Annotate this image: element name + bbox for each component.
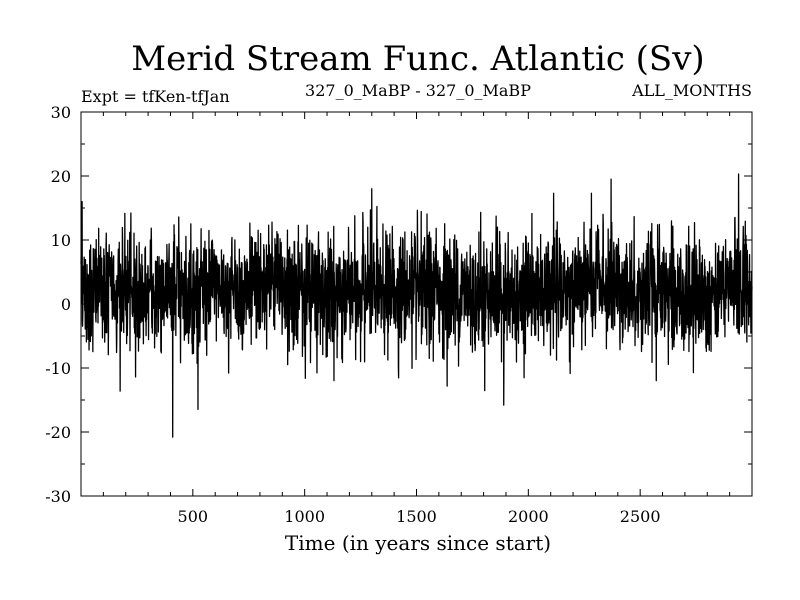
experiment-label: Expt = tfKen-tfJan	[81, 87, 230, 106]
y-axis: -30 -20 -10 0 10 20 30	[45, 103, 752, 506]
series-line	[80, 173, 753, 438]
y-tick-label: 20	[51, 167, 71, 186]
y-tick-label: 10	[51, 231, 71, 250]
y-tick-label: -10	[45, 359, 71, 378]
period-label: 327_0_MaBP - 327_0_MaBP	[305, 81, 531, 100]
y-tick-label: -20	[45, 423, 71, 442]
y-tick-label: 30	[51, 103, 71, 122]
x-tick-label: 1000	[284, 507, 325, 526]
x-axis: 500 1000 1500 2000 2500	[102, 112, 731, 526]
x-tick-label: 1500	[396, 507, 437, 526]
x-tick-label: 500	[178, 507, 209, 526]
series-group	[80, 173, 753, 438]
months-label: ALL_MONTHS	[631, 81, 752, 100]
y-tick-label: 0	[61, 295, 71, 314]
x-tick-label: 2000	[508, 507, 549, 526]
y-tick-label: -30	[45, 487, 71, 506]
x-axis-label: Time (in years since start)	[285, 531, 551, 555]
chart-title: Merid Stream Func. Atlantic (Sv)	[131, 39, 704, 79]
x-tick-label: 2500	[620, 507, 661, 526]
